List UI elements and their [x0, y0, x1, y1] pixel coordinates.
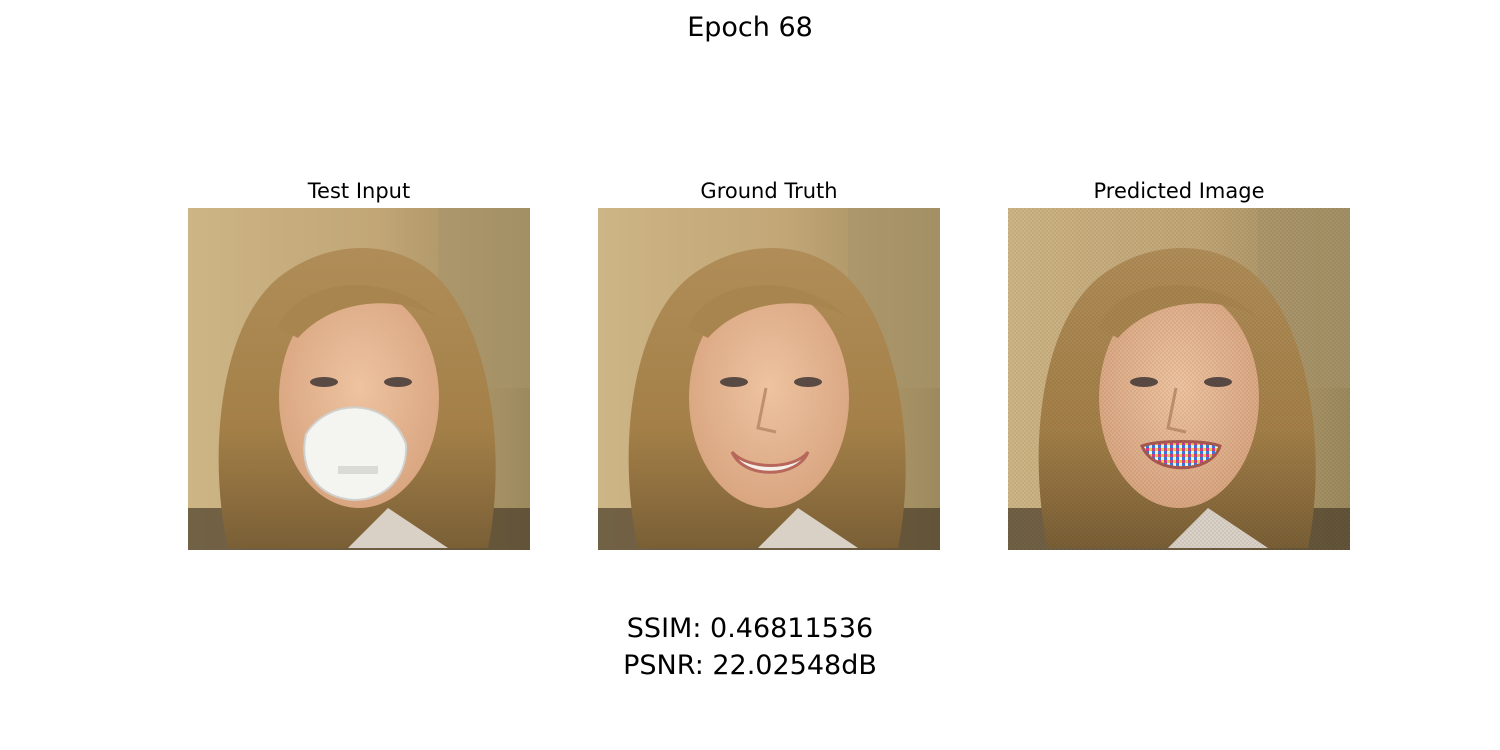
predicted-image: [1008, 208, 1350, 550]
ssim-metric: SSIM: 0.46811536: [626, 613, 874, 644]
metrics: SSIM: 0.46811536 PSNR: 22.02548dB: [0, 610, 1500, 684]
panel-title-ground-truth: Ground Truth: [700, 179, 838, 203]
test-input-image: [188, 208, 530, 550]
panel-title-predicted-image: Predicted Image: [1093, 179, 1265, 203]
panel-title-test-input: Test Input: [307, 179, 411, 203]
figure-title: Epoch 68: [687, 12, 813, 43]
ground-truth-image: [598, 208, 940, 550]
psnr-metric: PSNR: 22.02548dB: [623, 650, 877, 681]
